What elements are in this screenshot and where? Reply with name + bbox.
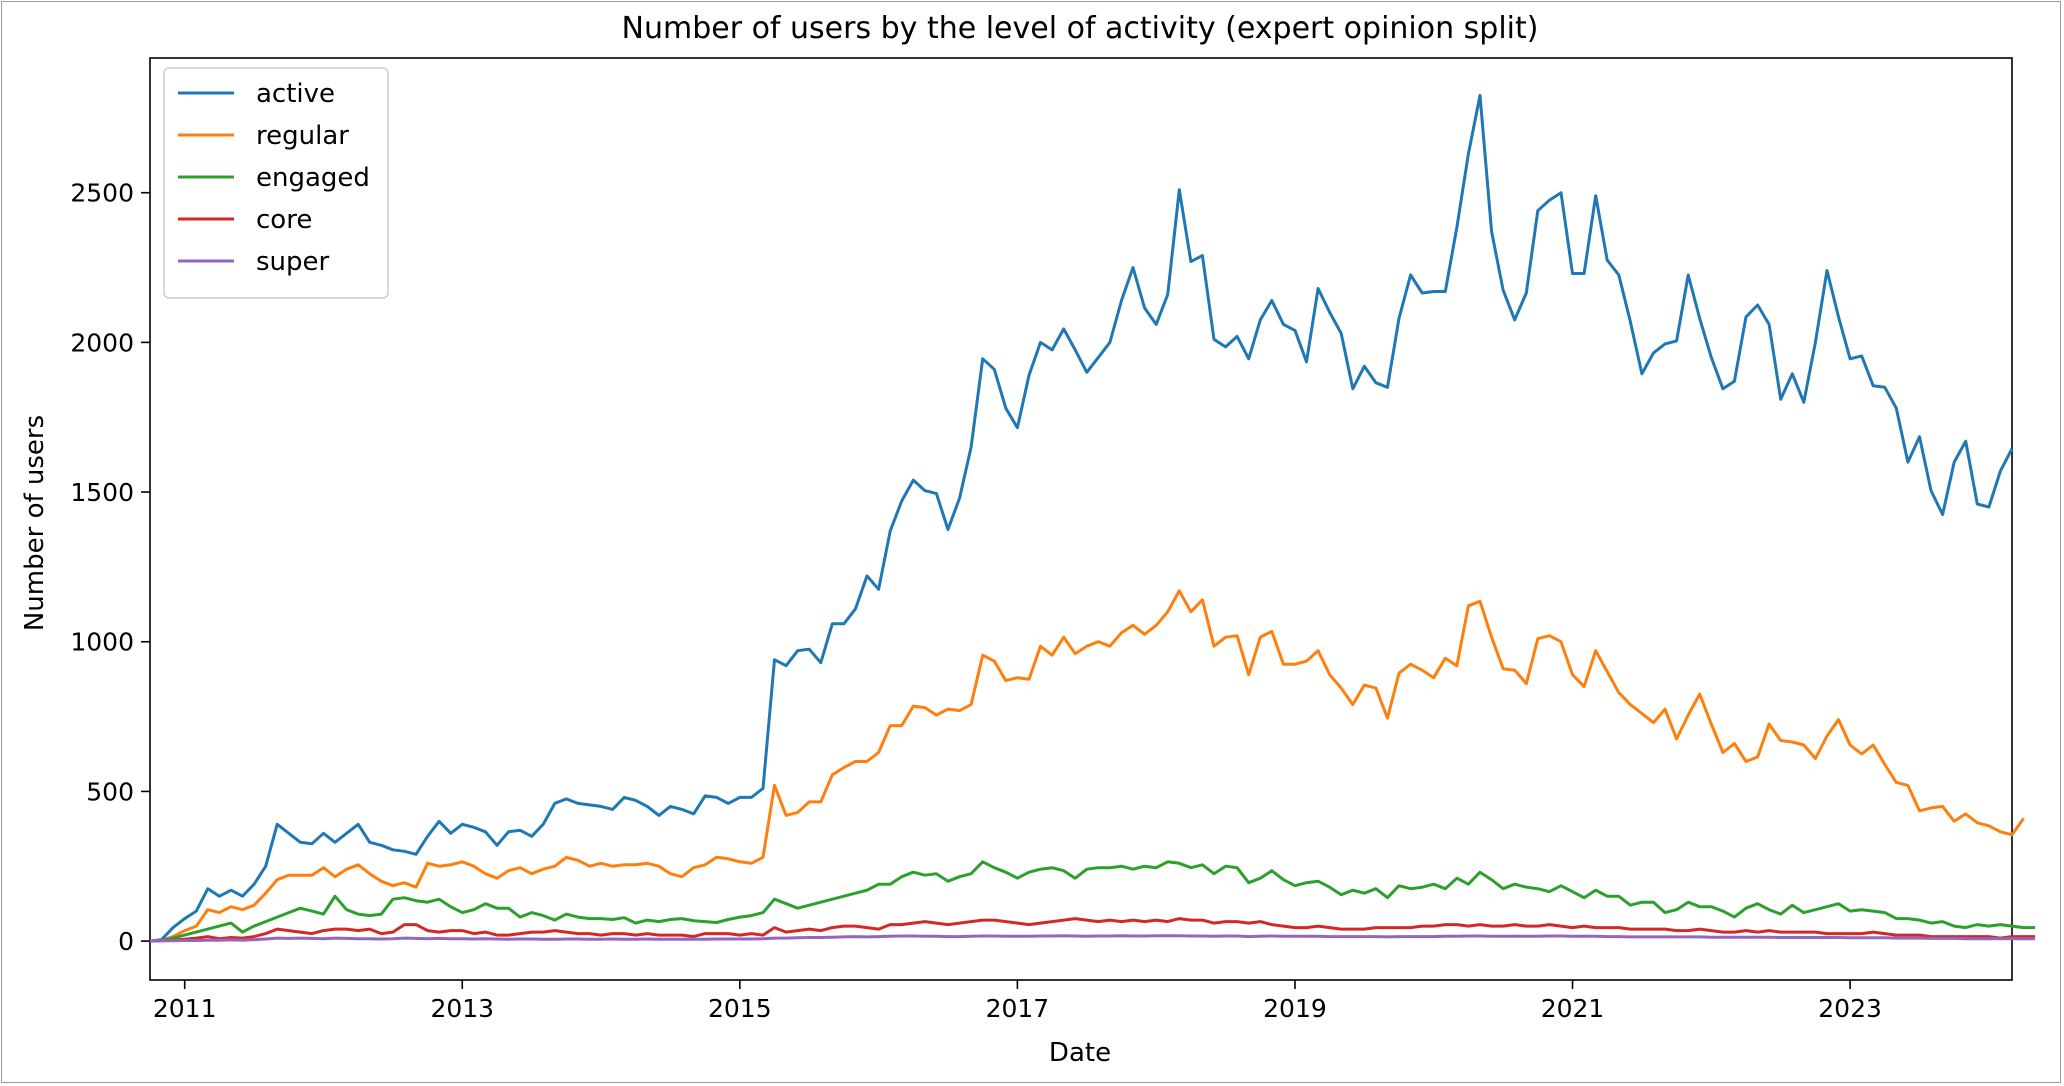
legend-label-engaged: engaged <box>256 163 370 193</box>
legend: active regular engaged core super <box>163 67 389 299</box>
series-line-regular <box>149 589 2025 943</box>
x-tick-label-2017: 2017 <box>986 994 1050 1023</box>
legend-label-active: active <box>256 79 335 109</box>
x-tick-label-2015: 2015 <box>708 994 772 1023</box>
chart-title: Number of users by the level of activity… <box>622 11 1539 46</box>
plot-area: 2011 2013 2015 2017 2019 2021 2023 0 500 1000 1500… <box>70 57 2036 1023</box>
series-line-active <box>149 93 2014 943</box>
y-axis-label: Number of users <box>20 415 50 631</box>
y-tick-label-0: 0 <box>118 927 134 956</box>
y-tick-label-2000: 2000 <box>70 328 134 357</box>
x-axis-label: Date <box>1049 1038 1111 1068</box>
x-tick-label-2013: 2013 <box>430 994 494 1023</box>
legend-label-super: super <box>256 247 330 277</box>
x-tick-label-2021: 2021 <box>1541 994 1605 1023</box>
x-tick-label-2011: 2011 <box>153 994 217 1023</box>
series-line-super <box>149 934 2036 943</box>
series-line-engaged <box>149 860 2036 943</box>
y-tick-label-2500: 2500 <box>70 179 134 208</box>
legend-label-regular: regular <box>256 121 349 151</box>
y-tick-label-1500: 1500 <box>70 478 134 507</box>
y-tick-label-1000: 1000 <box>70 628 134 657</box>
x-tick-label-2023: 2023 <box>1818 994 1882 1023</box>
series-line-core <box>149 917 2036 943</box>
x-tick-label-2019: 2019 <box>1263 994 1327 1023</box>
y-tick-label-500: 500 <box>86 777 134 806</box>
axes-frame <box>149 57 2013 981</box>
legend-label-core: core <box>256 205 312 235</box>
legend-box <box>163 67 389 299</box>
